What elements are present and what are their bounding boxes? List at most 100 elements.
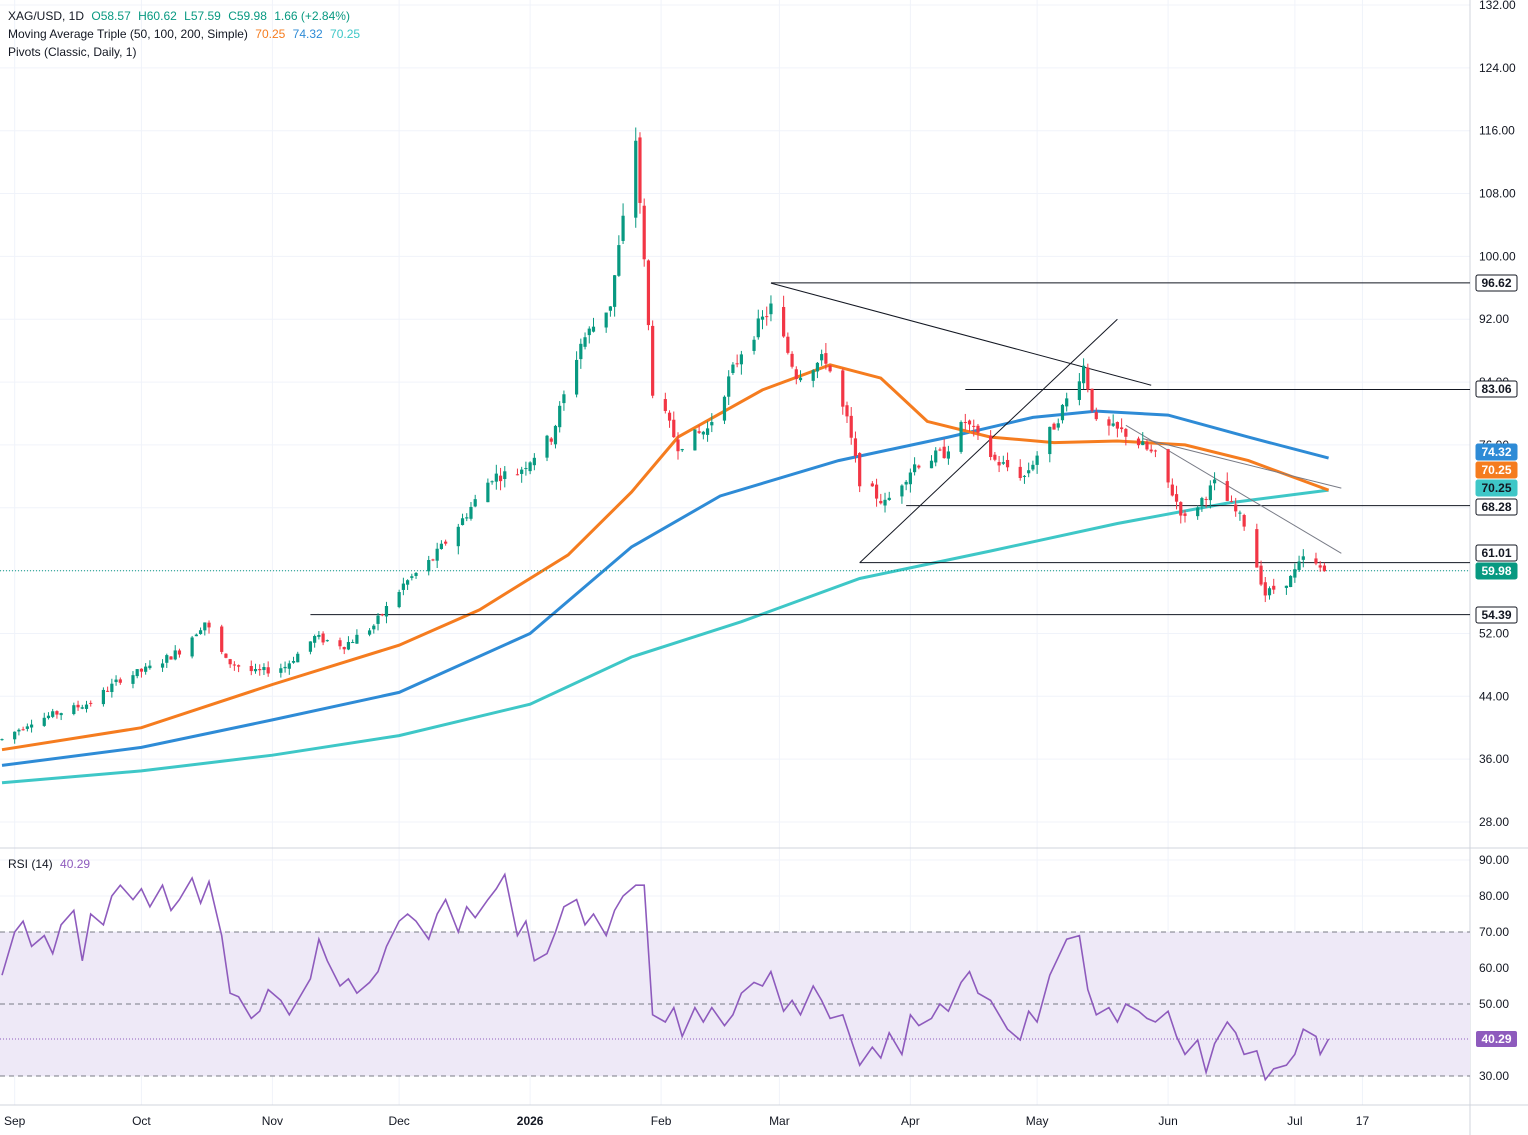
candle-body	[380, 614, 384, 616]
candle-body	[790, 353, 794, 367]
candle	[667, 410, 672, 428]
price-tags: 96.62 83.06 74.32 70.25 70.25 68.28 61.01 59.98…	[1475, 274, 1518, 1047]
candle-body	[562, 394, 566, 404]
candle	[384, 601, 389, 624]
candle-body	[376, 615, 380, 624]
time-tick-label: 2026	[517, 1114, 544, 1128]
candle	[55, 710, 59, 719]
candle	[1322, 562, 1327, 572]
candle	[972, 419, 976, 437]
candle	[756, 309, 760, 340]
candle-body	[177, 650, 182, 655]
candle-body	[173, 650, 177, 660]
candle-body	[786, 336, 790, 353]
candle	[1082, 358, 1086, 390]
ma100-line	[1, 409, 1329, 767]
candle	[253, 663, 258, 674]
candle-body	[25, 726, 29, 729]
candle-body	[203, 622, 207, 631]
candle-body	[262, 667, 266, 671]
candle-body	[1136, 438, 1141, 446]
candle	[794, 366, 798, 385]
rsi-label[interactable]: RSI (14)	[8, 857, 53, 871]
candle-body	[621, 215, 625, 241]
candle	[680, 448, 684, 452]
candle-body	[634, 140, 638, 218]
candle	[1056, 418, 1060, 431]
candle-body	[139, 668, 144, 672]
price-tag-box	[1475, 380, 1518, 398]
candle-body	[325, 640, 329, 642]
candle-body	[1200, 498, 1204, 506]
candle-body	[1115, 422, 1119, 429]
candle-body	[1322, 565, 1327, 572]
candle	[858, 452, 862, 493]
price-tag-box	[1475, 562, 1518, 580]
candle-body	[528, 462, 532, 472]
candle	[651, 320, 655, 399]
rsi-tick-label: 90.00	[1479, 853, 1509, 867]
pivots-label[interactable]: Pivots (Classic, Daily, 1)	[8, 45, 137, 59]
candle-body	[608, 306, 612, 311]
candle	[1301, 549, 1305, 568]
candle-body	[1301, 556, 1305, 560]
rsi-line	[1, 872, 1330, 1082]
candle	[173, 645, 177, 661]
price-tick-label: 116.00	[1479, 124, 1515, 138]
candle-body	[638, 137, 642, 203]
candle-body	[617, 245, 621, 276]
candle-body	[55, 711, 59, 715]
candle	[291, 656, 296, 664]
candle-body	[296, 653, 300, 663]
price-tick-label: 36.00	[1479, 752, 1509, 766]
candle-body	[460, 518, 465, 526]
ma-legend[interactable]: Moving Average Triple (50, 100, 200, Sim…	[8, 25, 360, 43]
candle	[1259, 560, 1263, 587]
candle-body	[1022, 475, 1027, 477]
candle-body	[929, 460, 934, 469]
candle	[515, 468, 520, 476]
candle	[1263, 577, 1267, 603]
price-axis[interactable]: 132.00124.00116.00108.00100.0092.0084.00…	[1479, 0, 1516, 1083]
candle-body	[676, 439, 680, 452]
candle-body	[169, 656, 173, 660]
candle-body	[498, 475, 503, 482]
candle	[672, 411, 676, 439]
time-tick-label: Mar	[769, 1114, 790, 1128]
candle-body	[587, 328, 591, 336]
candle-body	[710, 422, 714, 426]
trend-line	[1142, 438, 1342, 489]
candle	[705, 421, 710, 442]
time-tick-label: Feb	[651, 1114, 672, 1128]
price-tag-label: 70.25	[1481, 463, 1511, 477]
candle	[900, 484, 904, 504]
candle-body	[879, 500, 883, 504]
candle-body	[414, 572, 418, 576]
candle	[283, 661, 287, 673]
time-tick-label: Jul	[1287, 1114, 1302, 1128]
candle	[414, 572, 418, 579]
rsi-tick-label: 60.00	[1479, 961, 1509, 975]
candle	[25, 723, 29, 732]
candle	[621, 203, 625, 244]
pivots-legend[interactable]: Pivots (Classic, Daily, 1)	[8, 43, 136, 61]
candle	[1107, 416, 1111, 436]
symbol-legend[interactable]: XAG/USD, 1D O58.57 H60.62 L57.59 C59.98 …	[8, 7, 350, 25]
candle-body	[828, 365, 832, 372]
candle	[317, 631, 321, 640]
candle-body	[84, 704, 89, 709]
candle-body	[680, 449, 684, 451]
candle-body	[228, 659, 232, 665]
symbol-label[interactable]: XAG/USD, 1D	[8, 9, 85, 23]
candle	[203, 622, 207, 636]
rsi-legend[interactable]: RSI (14) 40.29	[8, 855, 90, 873]
candle	[1001, 455, 1005, 465]
candle-body	[663, 399, 667, 411]
candle	[190, 635, 194, 659]
candle	[1293, 563, 1297, 583]
candles-layer[interactable]	[0, 127, 1327, 744]
ma-label[interactable]: Moving Average Triple (50, 100, 200, Sim…	[8, 27, 248, 41]
time-axis[interactable]: Sep Oct Nov Dec 2026 Feb Mar Apr May Jun Jul 17	[4, 1114, 1369, 1128]
candle	[165, 653, 169, 668]
